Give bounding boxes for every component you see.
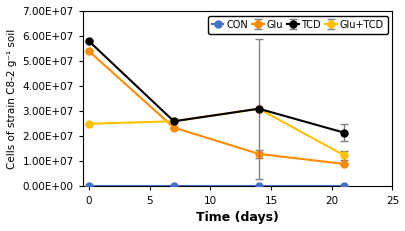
Y-axis label: Cells of strain C8-2 g⁻¹ soil: Cells of strain C8-2 g⁻¹ soil <box>7 29 17 169</box>
Legend: CON, Glu, TCD, Glu+TCD: CON, Glu, TCD, Glu+TCD <box>207 16 387 33</box>
X-axis label: Time (days): Time (days) <box>196 211 278 224</box>
